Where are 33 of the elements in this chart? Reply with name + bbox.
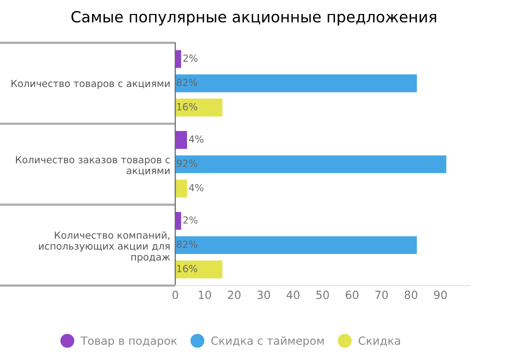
x-tick-label: 10 bbox=[198, 290, 212, 300]
data-label: 16% bbox=[177, 264, 198, 272]
x-tick-label: 50 bbox=[316, 290, 329, 300]
x-tick-label: 80 bbox=[404, 290, 418, 300]
y-tick-label: Количество компаний, использующих акции для продаж bbox=[38, 231, 170, 262]
data-label: 4% bbox=[188, 135, 204, 143]
x-tick-label: 90 bbox=[434, 290, 447, 300]
data-label: 4% bbox=[188, 184, 204, 192]
bar bbox=[175, 74, 417, 92]
x-tick-label: 20 bbox=[228, 290, 241, 300]
data-label: 2% bbox=[183, 54, 198, 62]
data-label: 16% bbox=[177, 103, 198, 110]
x-tick-label: 60 bbox=[346, 290, 358, 300]
legend-label: Скидка с таймером bbox=[211, 336, 324, 347]
bar bbox=[175, 155, 446, 174]
legend-label: Скидка bbox=[358, 336, 400, 346]
data-label: 92% bbox=[176, 160, 198, 168]
bar bbox=[175, 98, 222, 116]
data-label: 82% bbox=[176, 240, 198, 248]
x-tick-label: 70 bbox=[375, 290, 388, 300]
y-tick-label: Количество товаров с акциями bbox=[12, 80, 170, 90]
x-tick-label: 30 bbox=[257, 290, 270, 300]
chart-title: Самые популярные акционные предложения bbox=[71, 10, 436, 26]
x-tick-label: 40 bbox=[286, 290, 300, 300]
data-label: 82% bbox=[176, 78, 198, 86]
bar bbox=[175, 131, 188, 149]
x-tick-label: 0 bbox=[172, 290, 178, 300]
legend-label: Товар в подарок bbox=[80, 336, 178, 347]
bar bbox=[175, 260, 222, 278]
data-label: 2% bbox=[183, 216, 198, 224]
bar bbox=[175, 180, 188, 198]
y-tick-label: Количество заказов товаров с акциями bbox=[16, 156, 170, 176]
bar bbox=[175, 236, 417, 254]
